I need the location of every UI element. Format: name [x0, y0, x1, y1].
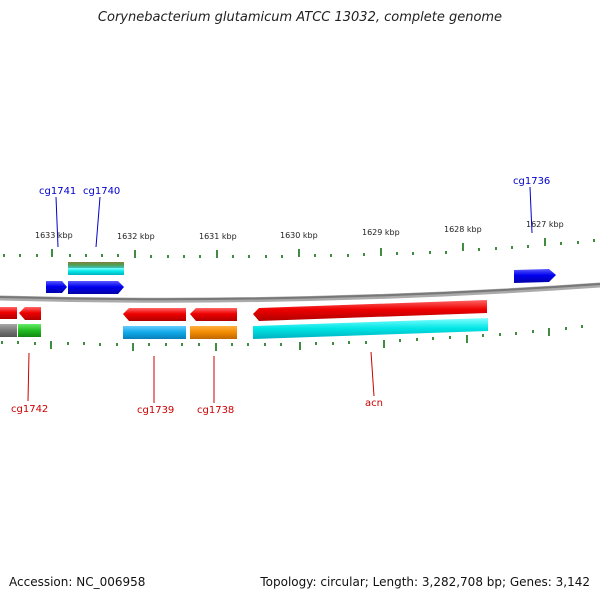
reverse-genes: [0, 300, 488, 339]
upper-tick-track: [3, 238, 595, 258]
gene-arrow[interactable]: [0, 307, 17, 319]
gene-label-cg1742[interactable]: cg1742: [11, 404, 48, 415]
gene-label-cg1739[interactable]: cg1739: [137, 405, 174, 416]
gene-label-cg1740[interactable]: cg1740: [83, 186, 120, 197]
gene-arrow-acn[interactable]: [253, 300, 487, 321]
gene-feature[interactable]: [123, 326, 186, 339]
kbp-label: 1628 kbp: [444, 225, 482, 234]
kbp-label: 1632 kbp: [117, 232, 155, 241]
kbp-label: 1631 kbp: [199, 232, 237, 241]
genome-summary-text: Topology: circular; Length: 3,282,708 bp…: [260, 575, 590, 589]
gene-label-acn[interactable]: acn: [365, 398, 383, 409]
label-leaders: [27, 186, 533, 403]
gene-arrow-cg1738[interactable]: [190, 308, 237, 321]
lower-tick-track: [1, 325, 583, 351]
gene-feature[interactable]: [18, 324, 41, 337]
gene-arrow-cg1736[interactable]: [514, 269, 556, 283]
gene-arrow-cg1741[interactable]: [46, 281, 67, 293]
accession-text: Accession: NC_006958: [9, 575, 146, 589]
gene-labels: cg1741 cg1740 cg1736 cg1742 cg1739 cg173…: [11, 176, 550, 416]
gene-label-cg1738[interactable]: cg1738: [197, 405, 234, 416]
gene-arrow-cg1739[interactable]: [123, 308, 186, 321]
kbp-labels: 1633 kbp 1632 kbp 1631 kbp 1630 kbp 1629…: [35, 220, 564, 241]
map-title: Corynebacterium glutamicum ATCC 13032, c…: [97, 10, 503, 25]
gene-feature[interactable]: [68, 268, 124, 275]
gene-feature[interactable]: [253, 318, 488, 339]
gene-arrow-cg1740[interactable]: [68, 281, 124, 294]
gene-label-cg1736[interactable]: cg1736: [513, 176, 550, 187]
gene-feature[interactable]: [68, 262, 124, 268]
gene-arrow-cg1742[interactable]: [19, 307, 41, 320]
forward-genes: [46, 262, 556, 294]
kbp-label: 1629 kbp: [362, 228, 400, 237]
kbp-label: 1627 kbp: [526, 220, 564, 229]
kbp-label: 1633 kbp: [35, 231, 73, 240]
gene-feature[interactable]: [0, 324, 17, 337]
gene-feature[interactable]: [190, 326, 237, 339]
kbp-label: 1630 kbp: [280, 231, 318, 240]
gene-label-cg1741[interactable]: cg1741: [39, 186, 76, 197]
